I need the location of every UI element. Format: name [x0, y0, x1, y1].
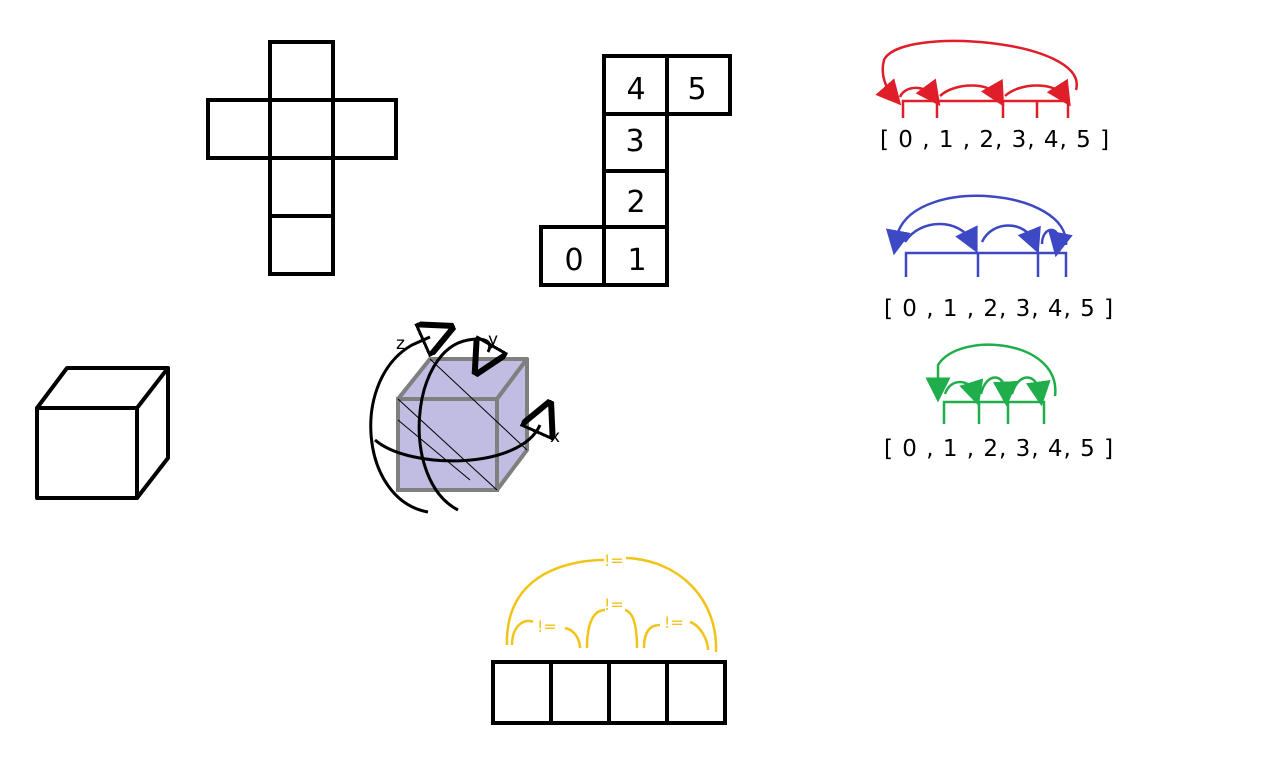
- not-equal-label-middle: !=: [604, 595, 624, 614]
- axis-label-y: y: [488, 330, 498, 350]
- face-label-2: 2: [626, 185, 645, 220]
- face-label-1: 1: [627, 243, 646, 278]
- z-rotation-arrow: [369, 337, 430, 514]
- index-array-red: [ 0 , 1 , 2, 3, 4, 5 ]: [875, 39, 1110, 153]
- axis-label-x: x: [550, 427, 560, 447]
- x-rotation-arrow: [374, 425, 540, 463]
- not-equal-label-left: !=: [537, 617, 557, 636]
- face-label-3: 3: [625, 124, 644, 159]
- index-array-blue-text: [ 0 , 1 , 2, 3, 4, 5 ]: [884, 296, 1114, 322]
- wireframe-cube: [35, 366, 170, 500]
- numbered-cube-net: 0 1 2 3 4 5: [539, 54, 732, 287]
- not-equal-label-right: !=: [664, 613, 684, 632]
- cross-cube-net: [206, 40, 398, 276]
- axis-label-z: z: [396, 334, 405, 354]
- index-array-red-text: [ 0 , 1 , 2, 3, 4, 5 ]: [880, 127, 1110, 153]
- index-array-blue: [ 0 , 1 , 2, 3, 4, 5 ]: [884, 194, 1114, 322]
- face-label-4: 4: [626, 72, 645, 107]
- index-array-green-text: [ 0 , 1 , 2, 3, 4, 5 ]: [884, 436, 1114, 462]
- face-label-0: 0: [564, 243, 583, 278]
- index-array-green: [ 0 , 1 , 2, 3, 4, 5 ]: [884, 343, 1114, 462]
- y-rotation-arrow: [417, 339, 489, 512]
- comparison-strip: != != != !=: [491, 551, 727, 725]
- not-equal-label-top: !=: [604, 551, 624, 570]
- face-label-5: 5: [687, 72, 706, 107]
- rotating-cube: z y x: [369, 330, 560, 514]
